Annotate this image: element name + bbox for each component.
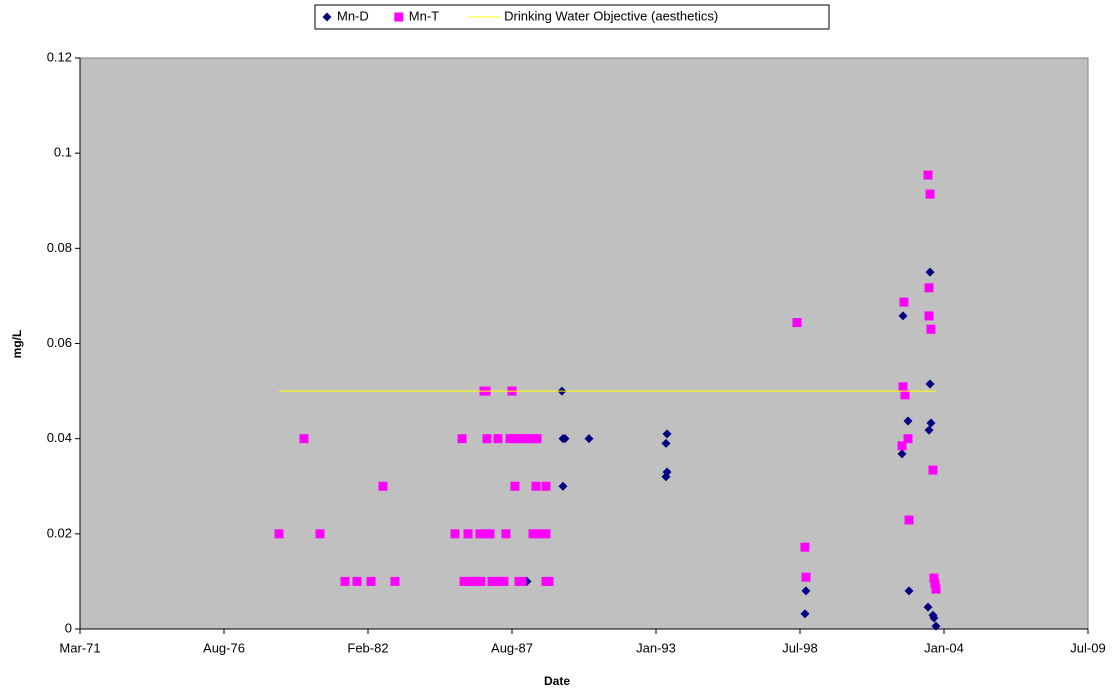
point bbox=[661, 438, 671, 448]
y-axis-label: mg/L bbox=[10, 330, 24, 359]
point bbox=[903, 416, 913, 426]
point bbox=[505, 434, 515, 444]
point bbox=[315, 529, 325, 539]
point bbox=[923, 602, 933, 612]
point bbox=[476, 576, 486, 586]
point bbox=[900, 390, 910, 400]
point bbox=[485, 529, 495, 539]
point bbox=[925, 267, 935, 277]
point bbox=[378, 481, 388, 491]
point bbox=[532, 529, 542, 539]
point bbox=[532, 434, 542, 444]
point bbox=[541, 529, 551, 539]
point bbox=[662, 429, 672, 439]
x-tick-label: Jul-09 bbox=[1070, 640, 1105, 655]
point bbox=[584, 434, 594, 444]
point bbox=[510, 481, 520, 491]
y-tick-label: 0.04 bbox=[47, 430, 72, 445]
x-tick-label: Jan-93 bbox=[636, 640, 676, 655]
point bbox=[340, 576, 350, 586]
point bbox=[661, 472, 671, 482]
point bbox=[897, 441, 907, 451]
point bbox=[299, 434, 309, 444]
point bbox=[924, 425, 934, 435]
legend-symbol bbox=[394, 12, 404, 22]
point bbox=[274, 529, 284, 539]
point bbox=[792, 318, 802, 328]
point bbox=[501, 529, 511, 539]
point bbox=[390, 576, 400, 586]
point bbox=[928, 465, 938, 475]
x-tick-label: Jan-04 bbox=[924, 640, 964, 655]
point bbox=[904, 586, 914, 596]
point bbox=[493, 434, 503, 444]
point bbox=[925, 379, 935, 389]
point bbox=[898, 311, 908, 321]
point bbox=[499, 576, 509, 586]
point bbox=[924, 311, 934, 321]
x-axis-label: Date bbox=[544, 674, 570, 688]
point bbox=[463, 529, 473, 539]
point bbox=[931, 584, 941, 594]
point bbox=[527, 434, 537, 444]
x-tick-label: Aug-87 bbox=[491, 640, 533, 655]
y-tick-label: 0.12 bbox=[47, 49, 72, 64]
point bbox=[899, 297, 909, 307]
point bbox=[929, 613, 939, 623]
point bbox=[800, 609, 810, 619]
legend-label: Mn-D bbox=[337, 8, 369, 23]
point bbox=[531, 481, 541, 491]
point bbox=[457, 434, 467, 444]
point bbox=[558, 481, 568, 491]
point bbox=[800, 542, 810, 552]
x-tick-label: Feb-82 bbox=[347, 640, 388, 655]
y-tick-label: 0.08 bbox=[47, 240, 72, 255]
x-tick-label: Mar-71 bbox=[59, 640, 100, 655]
point bbox=[904, 515, 914, 525]
point bbox=[925, 189, 935, 199]
point bbox=[926, 324, 936, 334]
x-tick-label: Jul-98 bbox=[782, 640, 817, 655]
point bbox=[926, 418, 936, 428]
point bbox=[898, 382, 908, 392]
point bbox=[897, 449, 907, 459]
legend-label: Mn-T bbox=[409, 8, 439, 23]
point bbox=[923, 170, 933, 180]
legend-label: Drinking Water Objective (aesthetics) bbox=[504, 8, 718, 23]
point bbox=[541, 481, 551, 491]
point bbox=[931, 621, 941, 631]
point bbox=[366, 576, 376, 586]
point bbox=[544, 576, 554, 586]
y-tick-label: 0 bbox=[65, 620, 72, 635]
point bbox=[475, 529, 485, 539]
point bbox=[801, 586, 811, 596]
point bbox=[929, 573, 939, 583]
point bbox=[517, 576, 527, 586]
y-tick-label: 0.06 bbox=[47, 335, 72, 350]
point bbox=[924, 283, 934, 293]
point bbox=[801, 572, 811, 582]
point bbox=[450, 529, 460, 539]
point bbox=[930, 579, 940, 589]
y-tick-label: 0.02 bbox=[47, 525, 72, 540]
point bbox=[903, 434, 913, 444]
point bbox=[459, 576, 469, 586]
point bbox=[560, 434, 570, 444]
legend-symbol bbox=[322, 12, 332, 22]
x-tick-label: Aug-76 bbox=[203, 640, 245, 655]
plot-area bbox=[79, 57, 1089, 630]
point bbox=[482, 434, 492, 444]
point bbox=[352, 576, 362, 586]
y-tick-label: 0.1 bbox=[54, 145, 72, 160]
